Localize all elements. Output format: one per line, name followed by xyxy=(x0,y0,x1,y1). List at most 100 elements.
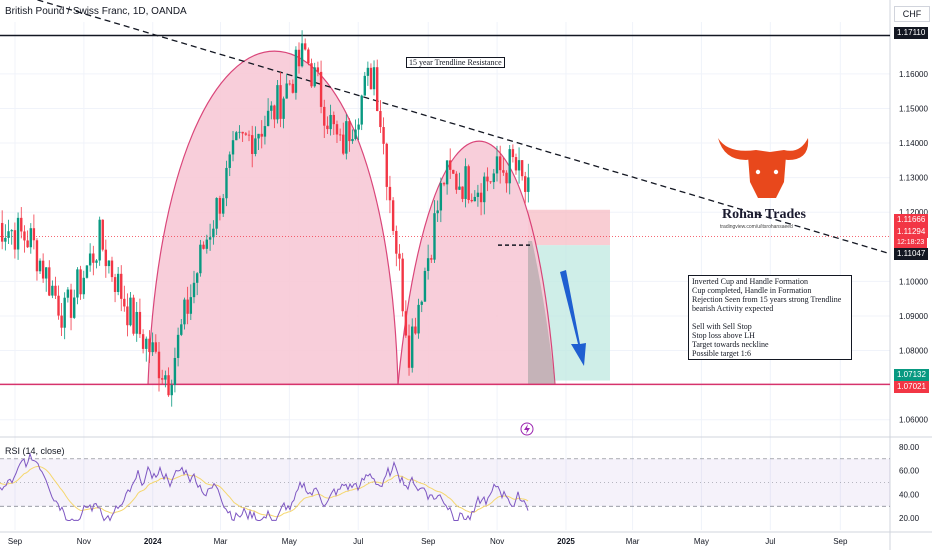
candle-body xyxy=(141,334,145,349)
x-tick-label: 2024 xyxy=(144,537,162,546)
candle-body xyxy=(116,273,120,292)
price-tag-target: 1.07132 xyxy=(894,369,929,381)
candle-body xyxy=(110,260,114,278)
candle-body xyxy=(332,114,335,125)
candle-body xyxy=(69,289,73,318)
candle-body xyxy=(113,277,117,292)
x-tick-label: Mar xyxy=(626,537,640,546)
candle-body xyxy=(228,154,231,168)
analysis-line xyxy=(692,313,848,322)
candle-body xyxy=(276,85,279,120)
candle-body xyxy=(323,106,326,126)
analysis-line: bearish Activity expected xyxy=(692,304,774,313)
candle-body xyxy=(379,111,382,128)
candle-body xyxy=(63,297,66,328)
candle-body xyxy=(170,385,173,396)
candle-body xyxy=(176,334,180,358)
candle-body xyxy=(354,129,357,139)
candle-body xyxy=(461,186,464,199)
currency-button[interactable]: CHF xyxy=(894,6,930,22)
candle-body xyxy=(250,135,254,154)
candle-body xyxy=(486,176,489,182)
candle-body xyxy=(23,231,26,241)
candle-body xyxy=(54,285,57,296)
candle-body xyxy=(439,183,443,211)
y-tick-label: 1.13000 xyxy=(899,174,928,183)
candle-body xyxy=(467,166,470,200)
candle-body xyxy=(160,378,164,380)
lightning-icon xyxy=(524,424,530,434)
candle-body xyxy=(73,297,76,318)
candle-body xyxy=(372,67,376,90)
candle-body xyxy=(38,260,42,272)
candles xyxy=(0,30,530,407)
candle-body xyxy=(51,285,54,296)
candle-body xyxy=(489,181,492,183)
candle-body xyxy=(186,299,189,314)
analysis-line: Cup completed, Handle in Formation xyxy=(692,286,812,295)
candle-body xyxy=(48,267,51,296)
y-tick-label: 1.09000 xyxy=(899,312,928,321)
candle-body xyxy=(382,127,385,144)
candle-body xyxy=(288,83,291,85)
x-tick-label: Nov xyxy=(490,537,504,546)
candle-body xyxy=(212,228,215,238)
candle-body xyxy=(464,166,467,199)
x-tick-label: Nov xyxy=(77,537,91,546)
candle-body xyxy=(508,149,511,184)
candle-body xyxy=(423,270,427,302)
y-tick-label: 1.16000 xyxy=(899,70,928,79)
analysis-line: Sell with Sell Stop xyxy=(692,322,752,331)
y-tick-label: 1.14000 xyxy=(899,139,928,148)
candle-body xyxy=(401,258,404,312)
rsi-tick-label: 60.00 xyxy=(899,467,920,476)
candle-body xyxy=(13,230,17,250)
candle-body xyxy=(300,43,304,67)
candle-body xyxy=(342,134,345,154)
candle-body xyxy=(205,239,209,249)
analysis-line: Target towards neckline xyxy=(692,340,769,349)
candle-body xyxy=(20,217,23,232)
candle-body xyxy=(470,199,473,202)
trendline-label: 15 year Trendline Resistance xyxy=(406,57,505,68)
rsi-line xyxy=(0,451,529,522)
candle-body xyxy=(307,49,310,64)
candle-body xyxy=(132,297,135,334)
candle-body xyxy=(192,282,196,298)
candle-body xyxy=(420,301,423,305)
candle-body xyxy=(85,265,89,278)
candle-body xyxy=(498,156,502,171)
analysis-line: Stop loss above LH xyxy=(692,331,755,340)
candle-body xyxy=(189,297,193,314)
candle-body xyxy=(517,160,521,171)
candle-body xyxy=(442,183,446,185)
candle-body xyxy=(398,253,401,259)
candle-body xyxy=(10,230,13,232)
candle-body xyxy=(329,114,332,130)
candle-body xyxy=(154,342,158,352)
candle-body xyxy=(436,210,439,214)
candle-body xyxy=(126,306,129,326)
trendline xyxy=(35,0,891,255)
analysis-line: Inverted Cup and Handle Formation xyxy=(692,277,808,286)
y-tick-label: 1.06000 xyxy=(899,416,928,425)
candle-body xyxy=(388,186,392,201)
candle-body xyxy=(231,140,235,155)
candle-body xyxy=(66,289,70,298)
candle-body xyxy=(57,295,60,316)
candle-body xyxy=(76,269,79,298)
candle-body xyxy=(82,277,85,295)
rsi-tick-label: 20.00 xyxy=(899,514,920,523)
x-tick-label: May xyxy=(694,537,709,546)
candle-body xyxy=(502,170,505,173)
bull-horns xyxy=(718,138,809,160)
candle-body xyxy=(319,71,323,107)
candle-body xyxy=(297,49,301,67)
candle-body xyxy=(270,105,273,111)
candle-body xyxy=(16,217,20,250)
candle-body xyxy=(123,298,126,307)
price-tag-stop: 1.11666 xyxy=(894,214,929,226)
candle-body xyxy=(417,304,420,334)
x-tick-label: 2025 xyxy=(557,537,575,546)
